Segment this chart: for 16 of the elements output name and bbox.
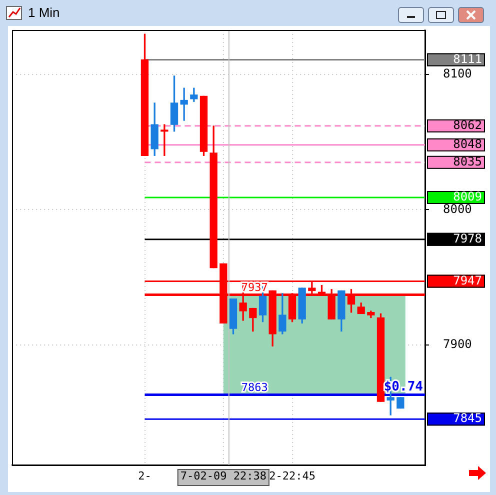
ref-line-label: 7845 bbox=[453, 411, 482, 426]
y-tick-label: 8000 bbox=[443, 202, 472, 216]
ref-line-label: 8062 bbox=[453, 118, 482, 132]
x-tick-label: 7-02-09 22:38 bbox=[180, 469, 266, 482]
chart-title: 1 Min bbox=[28, 5, 60, 20]
ref-line-label: 8111 bbox=[453, 52, 482, 66]
y-tick-label: 7900 bbox=[443, 336, 472, 351]
ref-line-label: 8035 bbox=[453, 154, 482, 169]
ref-line-label: 7978 bbox=[453, 232, 482, 246]
y-tick-label: 8100 bbox=[443, 66, 472, 81]
ref-line-label: 8048 bbox=[453, 136, 482, 151]
x-tick-label: 2-22:45 bbox=[269, 469, 316, 482]
annotation: 7863 bbox=[241, 381, 268, 394]
ref-line-label: 8009 bbox=[453, 190, 482, 204]
x-tick-label: 2- bbox=[138, 469, 152, 482]
ref-line-label: 7947 bbox=[453, 273, 482, 288]
